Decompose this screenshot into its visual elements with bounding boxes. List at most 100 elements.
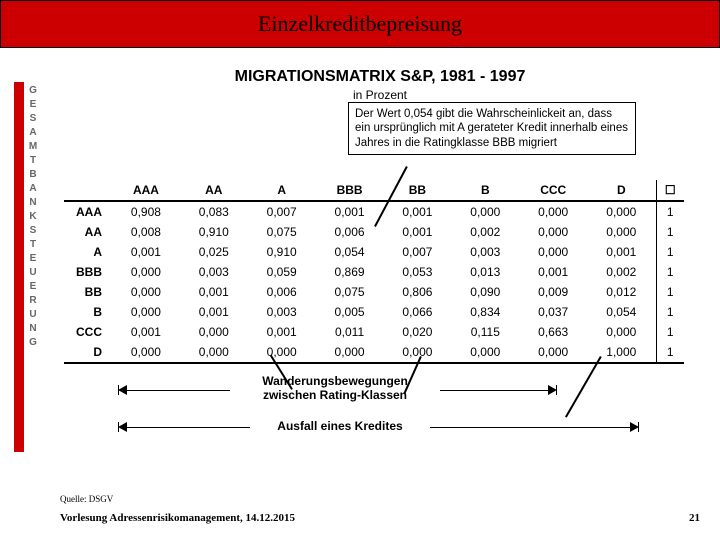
cell: 0,000 <box>587 222 656 242</box>
cell: 0,054 <box>587 302 656 322</box>
sidebar-letter: U <box>29 266 37 280</box>
cell: 0,000 <box>180 342 248 363</box>
col-header-empty <box>64 180 112 201</box>
cell: 1 <box>656 282 684 302</box>
cell: 0,806 <box>384 282 452 302</box>
sidebar-letter: T <box>29 154 37 168</box>
page-number: 21 <box>689 512 700 524</box>
cell: 0,910 <box>248 242 316 262</box>
annotation1: Wanderungsbewegungen zwischen Rating-Kla… <box>230 374 440 402</box>
cell: 0,002 <box>451 222 519 242</box>
cell: 0,008 <box>112 222 180 242</box>
cell: 0,037 <box>519 302 587 322</box>
cell: 0,908 <box>112 201 180 222</box>
cell: 0,834 <box>451 302 519 322</box>
row-header: AA <box>64 222 112 242</box>
col-header: AAA <box>112 180 180 201</box>
cell: 0,001 <box>180 282 248 302</box>
sidebar-letter: A <box>29 126 37 140</box>
sidebar-letter: A <box>29 182 37 196</box>
cell: 1 <box>656 322 684 342</box>
arrow2-tick-l <box>118 422 119 432</box>
sidebar-letter: E <box>29 280 37 294</box>
col-header: BBB <box>316 180 384 201</box>
annotation2: Ausfall eines Kredites <box>250 419 430 433</box>
sidebar-letter: G <box>29 336 37 350</box>
row-header: D <box>64 342 112 363</box>
cell: 0,001 <box>519 262 587 282</box>
cell: 0,115 <box>451 322 519 342</box>
table-row: A0,0010,0250,9100,0540,0070,0030,0000,00… <box>64 242 684 262</box>
cell: 0,000 <box>112 302 180 322</box>
cell: 0,075 <box>316 282 384 302</box>
cell: 0,000 <box>112 342 180 363</box>
sidebar-letter: S <box>29 112 37 126</box>
annotations: Wanderungsbewegungen zwischen Rating-Kla… <box>60 370 700 460</box>
cell: 0,003 <box>451 242 519 262</box>
cell: 0,869 <box>316 262 384 282</box>
cell: 0,000 <box>112 262 180 282</box>
cell: 0,005 <box>316 302 384 322</box>
cell: 0,083 <box>180 201 248 222</box>
cell: 0,000 <box>519 342 587 363</box>
cell: 0,000 <box>519 222 587 242</box>
cell: 0,012 <box>587 282 656 302</box>
table-row: CCC0,0010,0000,0010,0110,0200,1150,6630,… <box>64 322 684 342</box>
cell: 0,013 <box>451 262 519 282</box>
sidebar-letter: E <box>29 98 37 112</box>
cell: 1 <box>656 342 684 363</box>
cell: 0,000 <box>519 242 587 262</box>
cell: 0,000 <box>451 342 519 363</box>
cell: 0,910 <box>180 222 248 242</box>
cell: 0,011 <box>316 322 384 342</box>
sidebar-letter: T <box>29 238 37 252</box>
sidebar-letter: N <box>29 322 37 336</box>
cell: 1 <box>656 242 684 262</box>
cell: 0,007 <box>384 242 452 262</box>
table-row: BB0,0000,0010,0060,0750,8060,0900,0090,0… <box>64 282 684 302</box>
sidebar-letter: M <box>29 140 37 154</box>
col-header: D <box>587 180 656 201</box>
cell: 0,000 <box>180 322 248 342</box>
cell: 0,001 <box>112 242 180 262</box>
table-row: B0,0000,0010,0030,0050,0660,8340,0370,05… <box>64 302 684 322</box>
matrix-title: MIGRATIONSMATRIX S&P, 1981 - 1997 <box>60 68 700 86</box>
col-header: B <box>451 180 519 201</box>
sidebar-letter: S <box>29 224 37 238</box>
row-header: A <box>64 242 112 262</box>
col-header: AA <box>180 180 248 201</box>
content-area: MIGRATIONSMATRIX S&P, 1981 - 1997 in Pro… <box>60 60 700 460</box>
source-text: Quelle: DSGV <box>60 494 700 504</box>
footer: Quelle: DSGV Vorlesung Adressenrisikoman… <box>60 494 700 524</box>
sidebar-letter: N <box>29 196 37 210</box>
cell: 0,663 <box>519 322 587 342</box>
cell: 0,001 <box>112 322 180 342</box>
sidebar-text: GESAMTBANKSTEUERUNG <box>24 82 42 452</box>
arrow1-tick-r <box>556 385 557 395</box>
sidebar-letter: K <box>29 210 37 224</box>
cell: 1 <box>656 302 684 322</box>
cell: 1 <box>656 222 684 242</box>
cell: 0,003 <box>180 262 248 282</box>
cell: 1 <box>656 262 684 282</box>
sidebar-letter: B <box>29 168 37 182</box>
callout-box: Der Wert 0,054 gibt die Wahrscheinlickei… <box>348 102 636 155</box>
migration-table: AAAAAABBBBBBCCCD☐ AAA0,9080,0830,0070,00… <box>64 180 684 364</box>
row-header: B <box>64 302 112 322</box>
cell: 0,000 <box>112 282 180 302</box>
cell: 0,090 <box>451 282 519 302</box>
cell: 0,001 <box>384 201 452 222</box>
sidebar-letter: G <box>29 84 37 98</box>
cell: 0,001 <box>384 222 452 242</box>
cell: 0,075 <box>248 222 316 242</box>
cell: 0,001 <box>180 302 248 322</box>
sidebar-letter: U <box>29 308 37 322</box>
table-row: BBB0,0000,0030,0590,8690,0530,0130,0010,… <box>64 262 684 282</box>
cell: 0,007 <box>248 201 316 222</box>
cell: 0,001 <box>587 242 656 262</box>
cell: 0,000 <box>316 342 384 363</box>
table-row: D0,0000,0000,0000,0000,0000,0000,0001,00… <box>64 342 684 363</box>
footer-left: Vorlesung Adressenrisikomanagement, 14.1… <box>60 512 295 524</box>
sidebar-accent <box>14 82 24 452</box>
cell: 0,001 <box>316 201 384 222</box>
